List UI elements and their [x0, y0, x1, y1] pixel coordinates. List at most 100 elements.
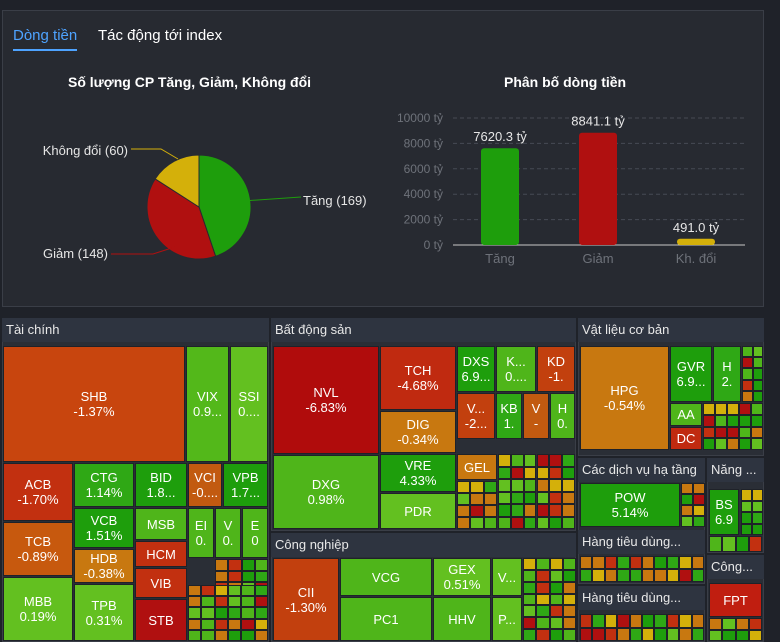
tile-20[interactable]: STB: [135, 599, 187, 641]
mini-tile[interactable]: [523, 569, 537, 582]
mini-tile[interactable]: [498, 466, 511, 479]
mini-tile[interactable]: [549, 516, 563, 529]
mini-tile[interactable]: [214, 585, 228, 597]
mini-tile[interactable]: [254, 570, 268, 583]
tile-27[interactable]: V... -2...: [457, 393, 495, 439]
mini-tile[interactable]: [703, 426, 715, 439]
mini-tile[interactable]: [536, 629, 550, 641]
mini-tile[interactable]: [562, 516, 575, 529]
mini-tile[interactable]: [703, 403, 715, 415]
mini-tile[interactable]: [562, 593, 576, 606]
mini-tile[interactable]: [201, 585, 215, 597]
mini-tile[interactable]: [241, 607, 255, 619]
mini-tile[interactable]: [457, 505, 471, 517]
mini-tile[interactable]: [691, 569, 704, 582]
mini-tile[interactable]: [752, 489, 763, 501]
mini-tile[interactable]: [679, 614, 692, 628]
mini-tile[interactable]: [580, 569, 593, 582]
mini-tile[interactable]: [679, 556, 692, 569]
mini-tile[interactable]: [681, 505, 693, 516]
mini-tile[interactable]: [629, 627, 642, 641]
mini-tile[interactable]: [679, 627, 692, 641]
tile-15[interactable]: HCM: [135, 541, 187, 567]
mini-tile[interactable]: [228, 596, 242, 608]
mini-tile[interactable]: [470, 517, 484, 529]
sector-header-8[interactable]: Công...: [707, 555, 764, 579]
tile-0[interactable]: SHB -1.37%: [3, 346, 185, 462]
tile-22[interactable]: TCH -4.68%: [380, 346, 456, 410]
mini-tile[interactable]: [457, 517, 471, 529]
mini-tile[interactable]: [617, 614, 630, 628]
tile-23[interactable]: DXS 6.9...: [457, 346, 495, 392]
mini-tile[interactable]: [228, 559, 242, 571]
mini-tile[interactable]: [752, 523, 763, 535]
mini-tile[interactable]: [739, 438, 751, 450]
mini-tile[interactable]: [498, 454, 511, 467]
mini-tile[interactable]: [254, 596, 268, 608]
mini-tile[interactable]: [498, 516, 511, 529]
mini-tile[interactable]: [617, 556, 630, 569]
tile-34[interactable]: PDR: [380, 493, 456, 529]
tile-44[interactable]: GEX 0.51%: [433, 558, 491, 596]
mini-tile[interactable]: [654, 627, 667, 641]
mini-tile[interactable]: [536, 504, 550, 517]
tile-39[interactable]: DC: [670, 427, 702, 450]
tile-47[interactable]: HHV: [433, 597, 491, 641]
mini-tile[interactable]: [215, 559, 229, 571]
mini-tile[interactable]: [727, 414, 739, 427]
mini-tile[interactable]: [254, 618, 268, 630]
sector-header-0[interactable]: Tài chính: [2, 318, 269, 342]
mini-tile[interactable]: [188, 596, 202, 608]
tab-tac-dong-index[interactable]: Tác động tới index: [98, 27, 223, 44]
mini-tile[interactable]: [735, 536, 749, 552]
mini-tile[interactable]: [241, 559, 255, 571]
mini-tile[interactable]: [549, 454, 563, 467]
mini-tile[interactable]: [241, 629, 255, 641]
mini-tile[interactable]: [727, 438, 739, 450]
tile-33[interactable]: GEL: [457, 454, 497, 480]
mini-tile[interactable]: [742, 379, 753, 391]
mini-tile[interactable]: [727, 403, 739, 415]
tile-9[interactable]: VCB 1.51%: [74, 508, 134, 548]
mini-tile[interactable]: [523, 491, 537, 504]
mini-tile[interactable]: [510, 491, 524, 504]
mini-tile[interactable]: [592, 556, 605, 569]
mini-tile[interactable]: [241, 570, 255, 583]
mini-tile[interactable]: [562, 504, 575, 517]
mini-tile[interactable]: [617, 627, 630, 641]
tile-6[interactable]: VCI -0....: [188, 463, 222, 507]
tile-42[interactable]: CII -1.30%: [273, 558, 339, 641]
mini-tile[interactable]: [703, 414, 715, 427]
mini-tile[interactable]: [536, 466, 550, 479]
bar-2[interactable]: [677, 238, 715, 245]
mini-tile[interactable]: [510, 454, 524, 467]
mini-tile[interactable]: [604, 614, 618, 628]
mini-tile[interactable]: [752, 500, 763, 512]
mini-tile[interactable]: [523, 454, 537, 467]
mini-tile[interactable]: [510, 466, 524, 479]
sector-header-6[interactable]: Hàng tiêu dùng...: [578, 530, 705, 554]
mini-tile[interactable]: [748, 629, 762, 641]
mini-tile[interactable]: [498, 504, 511, 517]
mini-tile[interactable]: [457, 493, 471, 505]
mini-tile[interactable]: [741, 500, 752, 512]
mini-tile[interactable]: [642, 556, 655, 569]
mini-tile[interactable]: [201, 618, 215, 630]
mini-tile[interactable]: [470, 481, 484, 493]
tile-17[interactable]: MBB 0.19%: [3, 577, 73, 641]
mini-tile[interactable]: [693, 505, 705, 516]
mini-tile[interactable]: [549, 479, 563, 492]
mini-tile[interactable]: [188, 629, 202, 641]
mini-tile[interactable]: [241, 618, 255, 630]
sector-header-5[interactable]: Năng ...: [707, 458, 764, 482]
mini-tile[interactable]: [752, 512, 763, 524]
mini-tile[interactable]: [188, 618, 202, 630]
mini-tile[interactable]: [580, 627, 593, 641]
mini-tile[interactable]: [742, 368, 753, 380]
mini-tile[interactable]: [457, 481, 471, 493]
mini-tile[interactable]: [228, 629, 242, 641]
mini-tile[interactable]: [709, 536, 723, 552]
mini-tile[interactable]: [214, 618, 228, 630]
mini-tile[interactable]: [228, 570, 242, 583]
